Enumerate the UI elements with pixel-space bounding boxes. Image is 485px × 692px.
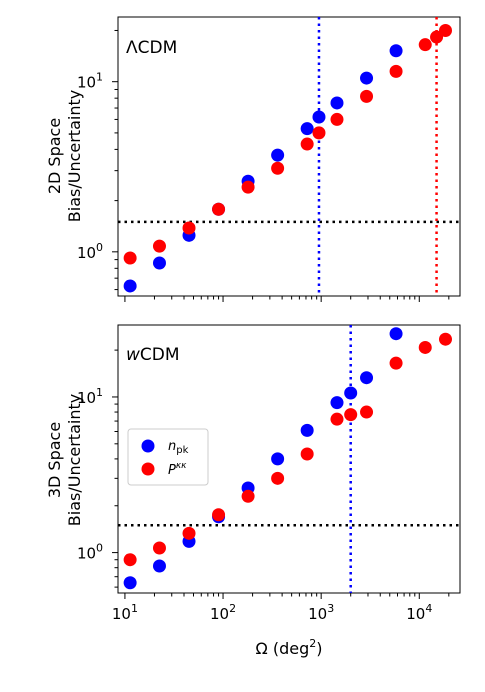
point-0-npk-0 <box>123 279 137 293</box>
point-1-pkk-5 <box>271 471 285 485</box>
legend-label-pkk: Pκκ <box>168 461 187 478</box>
xlabel: Ω (deg2) <box>256 637 323 658</box>
point-1-npk-8 <box>344 386 358 400</box>
point-1-pkk-12 <box>438 332 452 346</box>
y-tick-label-0-1-exp: 1 <box>96 71 103 84</box>
ylabel-top-line2: Bias/Uncertainty <box>65 90 84 222</box>
x-tick-label-1-0-exp: 1 <box>131 602 138 615</box>
x-tick-label-1-3-exp: 4 <box>425 602 432 615</box>
ylabel-bottom-line1: 3D Space <box>45 422 64 498</box>
panel-wcdm: wCDM 3D Space Bias/Uncertainty npk Pκκ 1… <box>45 324 461 623</box>
point-1-pkk-8 <box>344 408 358 422</box>
point-1-npk-0 <box>123 576 137 590</box>
ylabel-top-line1: 2D Space <box>45 118 64 194</box>
panel-label-lcdm: ΛCDM <box>126 38 177 58</box>
y-tick-label-1-0: 100 <box>77 542 103 563</box>
xlabel-sup: 2 <box>309 637 316 650</box>
point-0-pkk-0 <box>123 251 137 265</box>
xlabel-end: ) <box>316 639 322 658</box>
point-0-npk-8 <box>330 96 344 110</box>
point-0-npk-1 <box>152 256 166 270</box>
legend-marker-pkk <box>141 462 155 476</box>
y-tick-label-1-0-base: 10 <box>77 545 96 563</box>
x-tick-label-1-2: 103 <box>308 602 334 623</box>
point-0-npk-9 <box>360 71 374 85</box>
x-tick-label-1-2-base: 10 <box>308 605 327 623</box>
point-1-pkk-6 <box>300 447 314 461</box>
y-tick-label-1-1: 101 <box>77 386 103 407</box>
point-0-pkk-12 <box>430 30 444 44</box>
point-0-pkk-4 <box>241 180 255 194</box>
x-tick-label-1-1-exp: 2 <box>229 602 236 615</box>
point-1-npk-6 <box>300 423 314 437</box>
y-tick-label-1-1-base: 10 <box>77 389 96 407</box>
point-0-pkk-8 <box>330 112 344 126</box>
point-1-pkk-7 <box>330 412 344 426</box>
point-1-pkk-2 <box>182 526 196 540</box>
panel-label-wcdm-italic: w <box>126 345 140 365</box>
y-tick-label-0-0-exp: 0 <box>96 241 103 254</box>
ylabel-bottom-line2: Bias/Uncertainty <box>65 394 84 526</box>
point-0-pkk-10 <box>389 64 403 78</box>
legend-label-npk: npk <box>168 439 189 456</box>
x-tick-label-1-3-base: 10 <box>406 605 425 623</box>
point-0-npk-6 <box>300 122 314 136</box>
panel-label-wcdm-rest: CDM <box>140 345 180 365</box>
point-0-npk-5 <box>271 148 285 162</box>
point-0-pkk-6 <box>300 137 314 151</box>
y-tick-label-1-0-exp: 0 <box>96 542 103 555</box>
x-tick-label-1-3: 104 <box>406 602 432 623</box>
point-1-pkk-0 <box>123 553 137 567</box>
legend-pkk-main: P <box>168 463 176 478</box>
x-tick-label-1-1-base: 10 <box>210 605 229 623</box>
x-tick-label-1-2-exp: 3 <box>327 602 334 615</box>
point-1-pkk-4 <box>241 489 255 503</box>
point-0-pkk-7 <box>312 126 326 140</box>
point-0-pkk-11 <box>418 38 432 52</box>
y-tick-label-1-1-exp: 1 <box>96 386 103 399</box>
legend-npk-main: n <box>168 439 176 454</box>
point-1-npk-7 <box>330 396 344 410</box>
point-1-pkk-9 <box>360 405 374 419</box>
point-0-pkk-9 <box>360 89 374 103</box>
point-1-pkk-1 <box>152 541 166 555</box>
legend-pkk-sup: κκ <box>176 461 187 471</box>
x-tick-label-1-0: 101 <box>112 602 138 623</box>
x-tick-label-1-0-base: 10 <box>112 605 131 623</box>
legend: npk Pκκ <box>127 428 209 486</box>
y-tick-label-0-0-base: 10 <box>77 244 96 262</box>
point-0-pkk-13 <box>438 23 452 37</box>
y-tick-label-0-1: 101 <box>77 71 103 92</box>
y-tick-label-0-0: 100 <box>77 241 103 262</box>
point-0-npk-10 <box>389 44 403 58</box>
point-1-npk-10 <box>389 327 403 341</box>
point-1-npk-1 <box>152 559 166 573</box>
xlabel-main: Ω (deg <box>256 639 310 658</box>
x-tick-label-1-1: 102 <box>210 602 236 623</box>
point-0-pkk-1 <box>152 239 166 253</box>
point-1-pkk-3 <box>212 508 226 522</box>
point-1-npk-5 <box>271 452 285 466</box>
point-1-pkk-10 <box>389 356 403 370</box>
panel-label-wcdm: wCDM <box>126 345 180 365</box>
plot-frame-top <box>117 16 461 297</box>
point-0-npk-7 <box>312 110 326 124</box>
point-0-pkk-3 <box>212 202 226 216</box>
legend-npk-sub: pk <box>176 445 188 456</box>
point-1-pkk-11 <box>418 340 432 354</box>
point-1-npk-9 <box>360 371 374 385</box>
point-0-pkk-5 <box>271 161 285 175</box>
legend-marker-npk <box>141 439 155 453</box>
y-tick-label-0-1-base: 10 <box>77 74 96 92</box>
point-0-pkk-2 <box>182 221 196 235</box>
